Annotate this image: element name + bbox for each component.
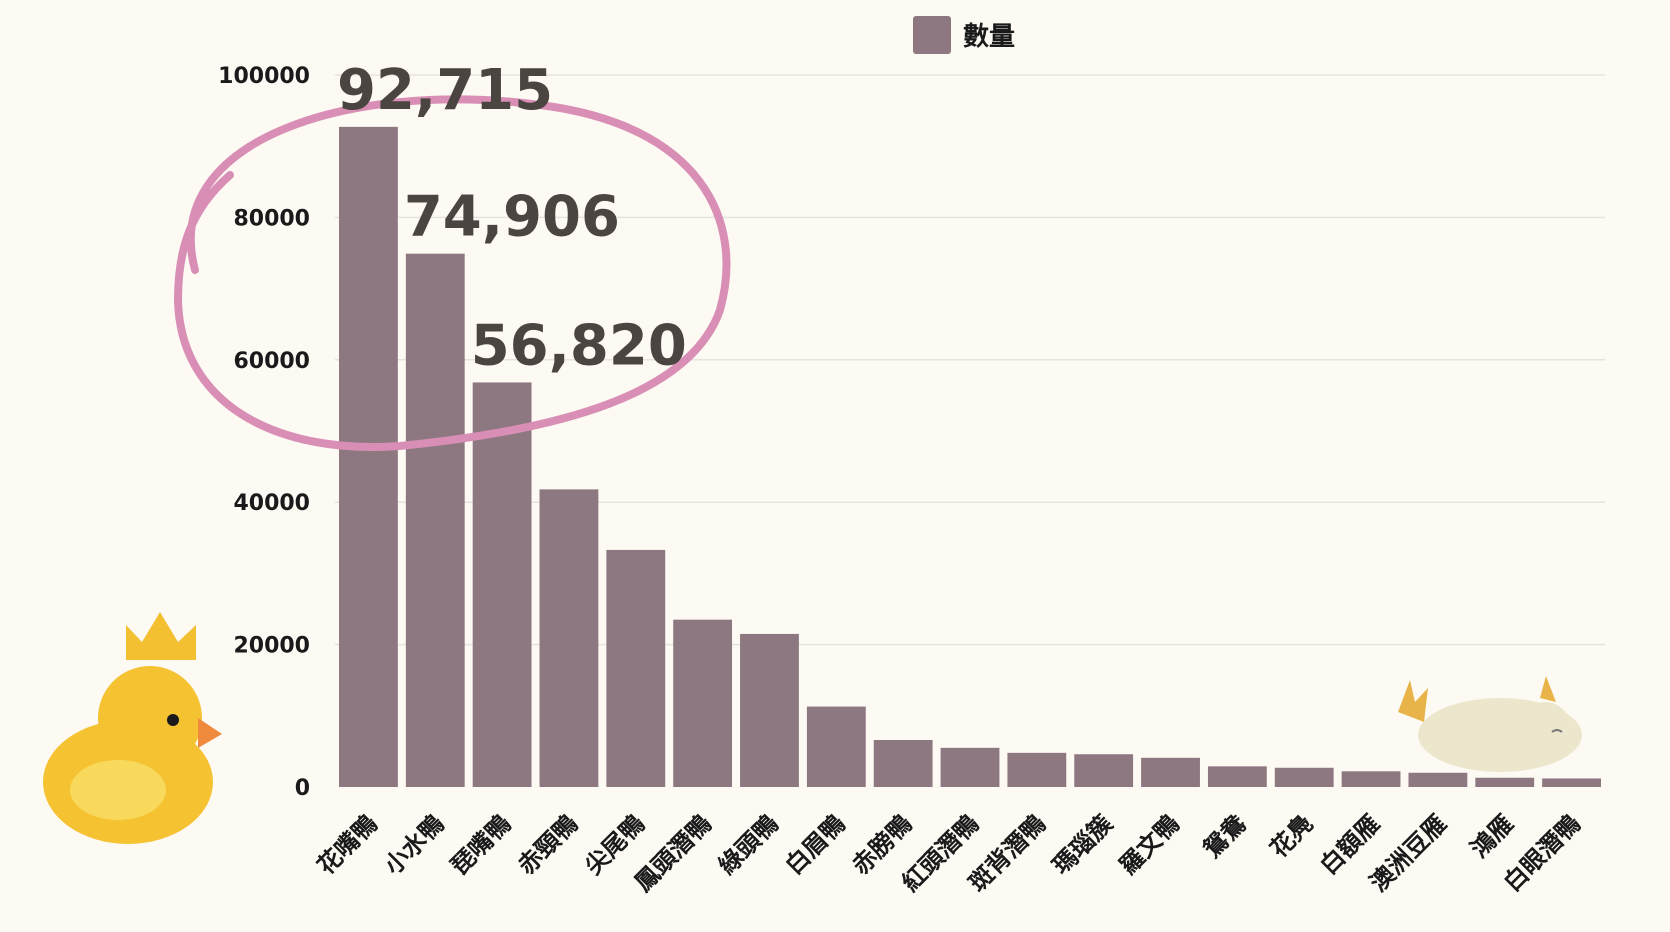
y-tick-label: 0 [295, 776, 310, 801]
y-tick-label: 100000 [218, 64, 310, 89]
y-tick-label: 60000 [233, 349, 310, 374]
bar [1542, 778, 1601, 787]
x-category-label: 小水鴨 [379, 809, 450, 880]
x-category-label: 瑪瑙簇 [1047, 809, 1118, 880]
x-category-label: 赤頸鴨 [512, 809, 583, 880]
bar [1475, 777, 1535, 787]
legend-label: 數量 [963, 22, 1015, 52]
value-annotation: 74,906 [404, 185, 620, 250]
legend-swatch [913, 16, 951, 54]
bar [606, 549, 666, 787]
value-annotations: 92,715 74,906 56,820 [337, 58, 687, 379]
x-category-label: 鴛鴦 [1198, 809, 1252, 863]
y-axis-ticks: 0 20000 40000 60000 80000 100000 [218, 64, 310, 801]
x-category-label: 琵嘴鴨 [446, 809, 517, 880]
bar [539, 489, 599, 787]
x-category-label: 花鳧 [1265, 809, 1319, 863]
bar [405, 253, 465, 787]
x-category-label: 白眉鴨 [780, 809, 851, 880]
sleeping-duck-icon [1398, 676, 1582, 772]
bar [1408, 772, 1468, 787]
x-category-label: 綠頭鴨 [713, 809, 784, 880]
bar [1007, 752, 1067, 787]
x-category-label: 鴻雁 [1465, 809, 1519, 863]
bar [1341, 771, 1401, 787]
bar [740, 633, 799, 787]
bar [339, 126, 398, 787]
x-category-label: 羅文鴨 [1114, 809, 1185, 880]
x-category-label: 花嘴鴨 [312, 809, 383, 880]
bars [339, 126, 1601, 787]
bar [806, 706, 866, 787]
y-tick-label: 20000 [233, 634, 310, 659]
x-axis-categories: 花嘴鴨小水鴨琵嘴鴨赤頸鴨尖尾鴨鳳頭潛鴨綠頭鴨白眉鴨赤膀鴨紅頭潛鴨斑背潛鴨瑪瑙簇羅… [312, 809, 1586, 897]
y-tick-label: 80000 [233, 206, 310, 231]
value-annotation: 92,715 [337, 58, 553, 123]
bar [1274, 767, 1334, 787]
crowned-rubber-duck-icon [43, 612, 222, 844]
bar [472, 382, 532, 787]
bar [1207, 766, 1267, 787]
highlight-circle [173, 95, 731, 451]
value-annotation: 56,820 [471, 313, 687, 378]
y-tick-label: 40000 [233, 491, 310, 516]
legend: 數量 [913, 16, 1015, 54]
bar [873, 740, 933, 787]
bar [1141, 757, 1200, 787]
bar [1074, 754, 1134, 787]
bar [673, 619, 733, 787]
bar [940, 747, 1000, 787]
